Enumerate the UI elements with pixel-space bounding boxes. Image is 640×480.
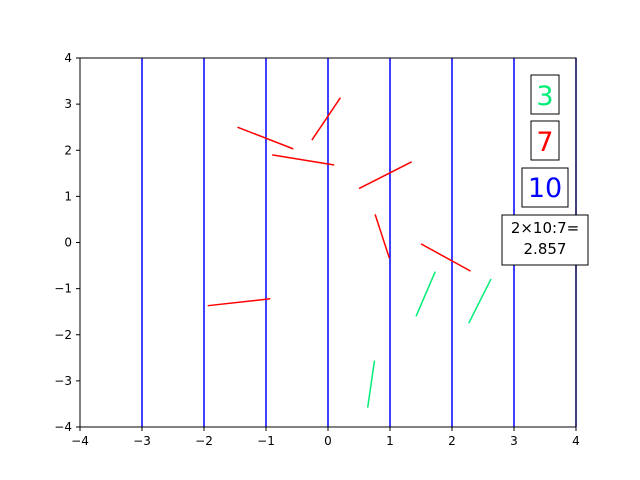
x-tick-label-1: −3 (133, 434, 151, 448)
x-tick-label-2: −2 (195, 434, 213, 448)
y-tick-label-2: −2 (54, 328, 72, 342)
needle-crossing-1 (468, 278, 492, 324)
x-tick-label-5: 1 (386, 434, 394, 448)
needle-crossing-2 (366, 360, 376, 408)
needle-noncrossing-4 (374, 214, 391, 259)
vertical-lines-layer (141, 58, 577, 427)
needle-noncrossing-3 (358, 161, 413, 190)
y-tick-label-1: −3 (54, 374, 72, 388)
counter-crossing: 3 (530, 74, 560, 115)
x-tick-label-6: 2 (448, 434, 456, 448)
counter-total: 10 (521, 167, 569, 208)
x-tick-label-7: 3 (510, 434, 518, 448)
needle-noncrossing-0 (237, 126, 294, 150)
counter-noncrossing: 7 (530, 120, 560, 161)
needle-crossing-0 (415, 271, 436, 317)
x-tick-label-4: 0 (324, 434, 332, 448)
y-tick-label-7: 3 (64, 97, 72, 111)
needle-noncrossing-2 (272, 154, 335, 166)
estimate-box: 2×10:7= 2.857 (501, 214, 589, 266)
needle-noncrossing-5 (420, 243, 471, 272)
x-tick-label-3: −1 (257, 434, 275, 448)
y-tick-label-5: 1 (64, 189, 72, 203)
y-tick-label-0: −4 (54, 420, 72, 434)
counter-crossing-label: 3 (536, 81, 553, 112)
estimate-value: 2.857 (524, 240, 567, 258)
y-tick-label-8: 4 (64, 51, 72, 65)
counter-noncrossing-label: 7 (536, 127, 553, 158)
needles-layer (207, 97, 492, 408)
counter-total-label: 10 (528, 173, 562, 204)
x-tick-label-8: 4 (572, 434, 580, 448)
axis-ticks-layer: −4 −3 −2 −1 0 1 2 3 4 −4 −3 −2 −1 0 1 2 3 4 (54, 51, 580, 448)
x-tick-label-0: −4 (71, 434, 89, 448)
needle-noncrossing-6 (207, 298, 271, 307)
y-tick-label-4: 0 (64, 236, 72, 250)
y-tick-label-3: −1 (54, 282, 72, 296)
estimate-formula: 2×10:7= (511, 219, 579, 237)
needle-noncrossing-1 (311, 97, 342, 141)
y-tick-label-6: 2 (64, 143, 72, 157)
